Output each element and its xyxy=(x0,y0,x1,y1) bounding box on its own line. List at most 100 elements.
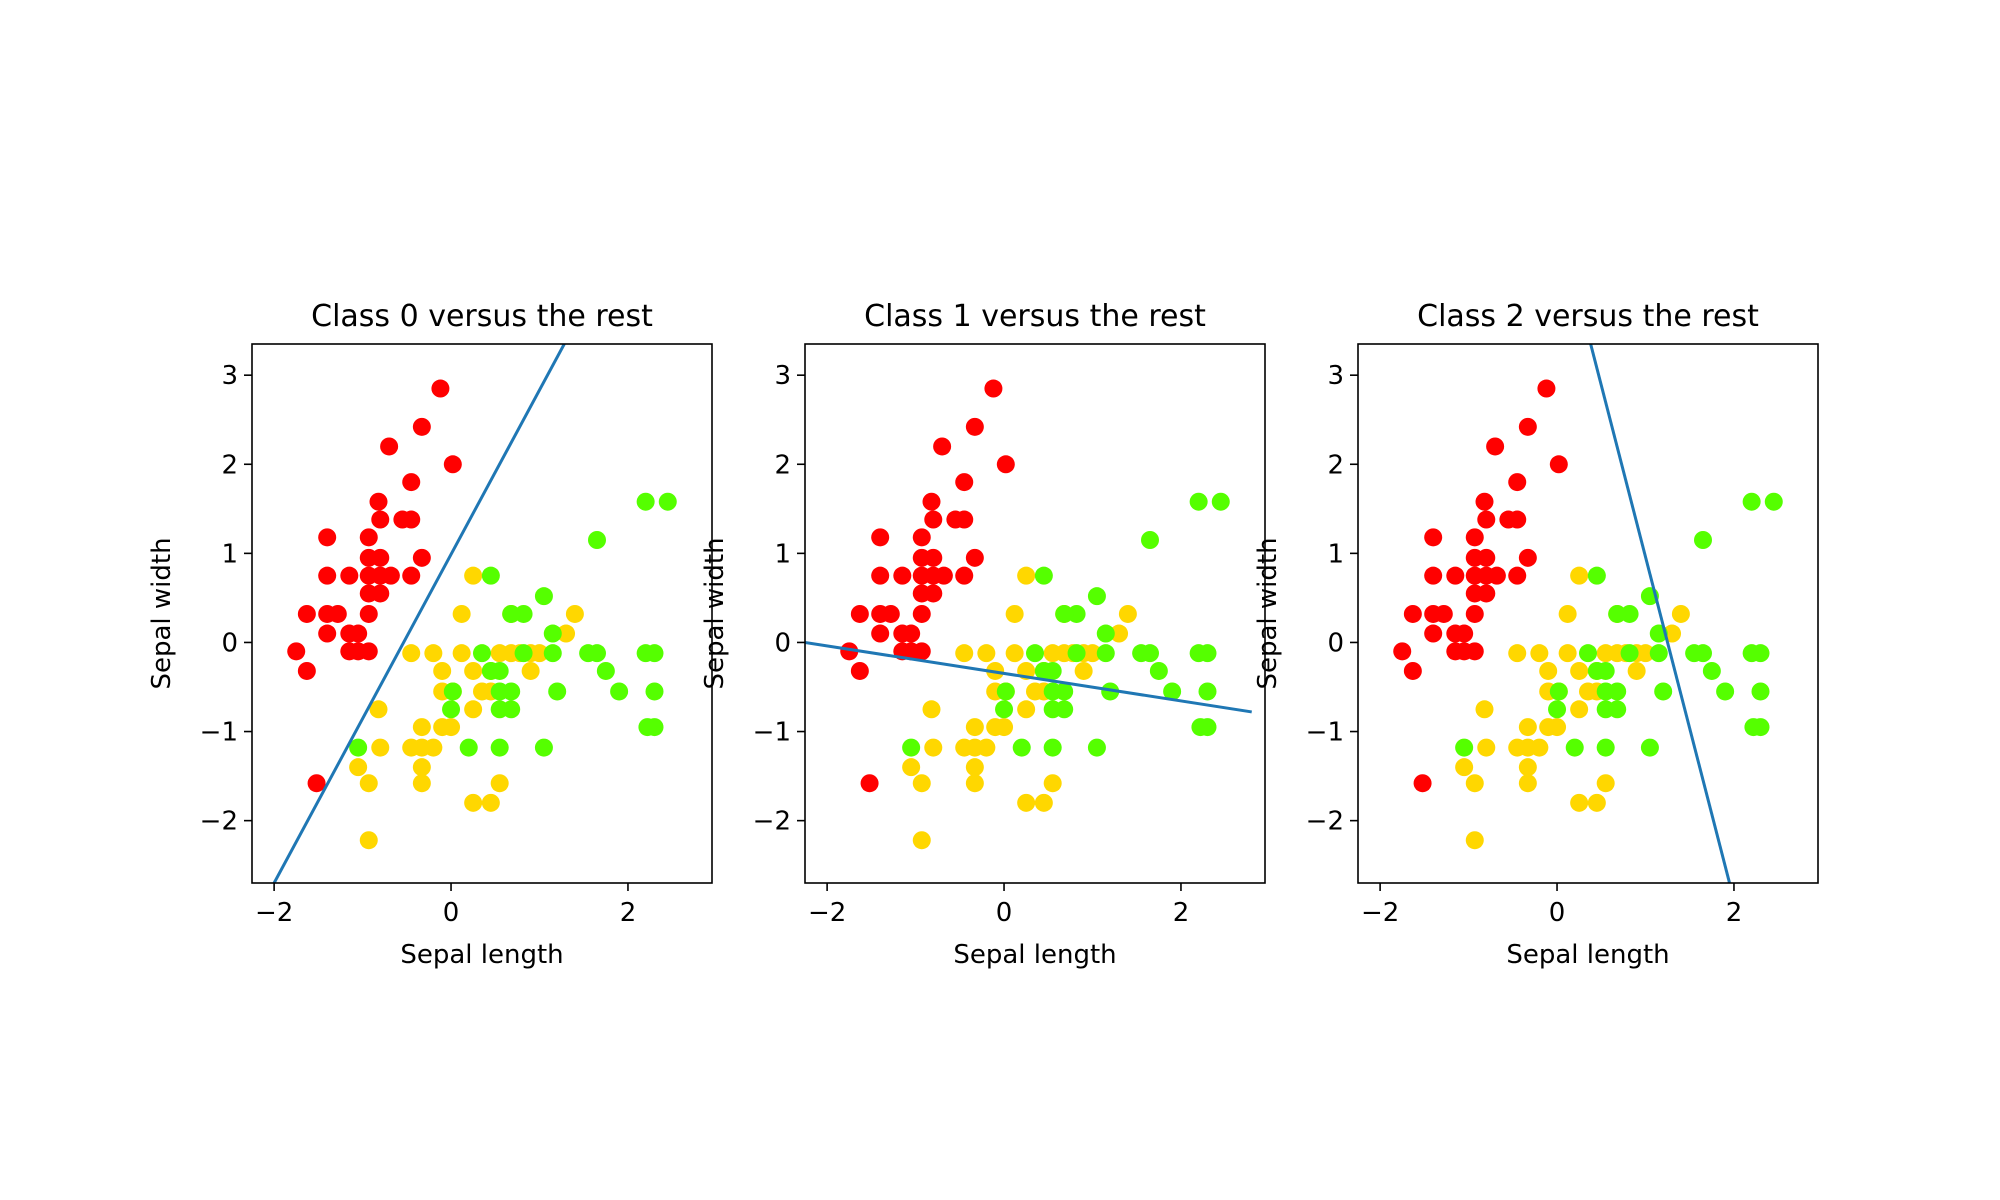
class0-point xyxy=(912,528,931,547)
class2-point xyxy=(1191,718,1210,737)
class2-point xyxy=(1101,682,1120,701)
y-tick-label: 2 xyxy=(1327,450,1344,480)
x-axis-label: Sepal length xyxy=(1506,940,1669,970)
axes-frame xyxy=(804,343,1266,884)
class2-point xyxy=(502,604,521,623)
class0-point xyxy=(1518,417,1537,436)
class0-point xyxy=(955,510,974,529)
subplot-1: −2 0 2 −2 −1 0 1 2 3 Class 1 versus the rest Sepal… xyxy=(700,299,1266,970)
y-axis-label: Sepal width xyxy=(700,537,730,689)
class1-point xyxy=(359,831,378,850)
class0-point xyxy=(902,624,921,643)
class2-point xyxy=(1649,644,1668,663)
class0-point xyxy=(349,624,368,643)
class1-point xyxy=(1508,738,1527,757)
class0-point xyxy=(924,510,943,529)
class1-point xyxy=(452,644,471,663)
class1-point xyxy=(902,758,921,777)
class0-point xyxy=(871,566,890,585)
class1-point xyxy=(490,774,509,793)
class2-point xyxy=(502,700,521,719)
x-tick-label: 2 xyxy=(620,898,637,928)
class2-point xyxy=(596,661,615,680)
class0-point xyxy=(1465,604,1484,623)
class1-point xyxy=(1017,700,1036,719)
class1-point xyxy=(481,793,500,812)
class0-point xyxy=(381,566,400,585)
class1-point xyxy=(349,758,368,777)
class2-point xyxy=(490,738,509,757)
class1-point xyxy=(1570,566,1589,585)
class0-point xyxy=(1477,510,1496,529)
class1-point xyxy=(1587,793,1606,812)
class1-point xyxy=(1017,793,1036,812)
class2-point xyxy=(588,531,606,549)
class0-point xyxy=(340,566,359,585)
class0-point xyxy=(912,642,931,661)
class2-point xyxy=(534,738,553,757)
class0-point xyxy=(371,510,390,529)
class2-point xyxy=(1579,644,1597,663)
class2-point xyxy=(1716,682,1735,701)
class2-point xyxy=(1549,682,1568,701)
x-tick-label: 2 xyxy=(1173,898,1190,928)
y-tick-label: 3 xyxy=(221,361,238,391)
class1-point xyxy=(1636,644,1655,663)
class2-point xyxy=(1608,682,1627,701)
class0-point xyxy=(287,642,306,661)
class1-point xyxy=(1477,738,1496,757)
class0-point xyxy=(984,379,1003,398)
x-tick-label: 2 xyxy=(1726,898,1743,928)
class1-point xyxy=(965,758,984,777)
class1-point xyxy=(1508,644,1527,663)
class2-point xyxy=(1608,700,1627,719)
y-tick-label: 0 xyxy=(221,628,238,658)
class1-point xyxy=(977,644,996,663)
class2-point xyxy=(1620,644,1639,663)
class1-point xyxy=(1518,774,1537,793)
class1-point xyxy=(1043,774,1062,793)
class2-point xyxy=(1096,624,1115,643)
class2-point xyxy=(1034,566,1053,585)
class1-point xyxy=(424,738,443,757)
class2-point xyxy=(1455,738,1474,757)
class2-point xyxy=(1751,682,1770,701)
class0-point xyxy=(1403,661,1422,680)
class0-point xyxy=(1508,510,1527,529)
plot-area xyxy=(805,379,1252,850)
class2-point xyxy=(645,682,664,701)
class0-point xyxy=(1424,528,1443,547)
class2-point xyxy=(638,718,657,737)
class0-point xyxy=(318,528,337,547)
class0-point xyxy=(359,642,378,661)
class2-point xyxy=(473,644,491,663)
class0-point xyxy=(1393,642,1412,661)
class0-point xyxy=(924,584,943,603)
subplot-title: Class 2 versus the rest xyxy=(1417,299,1759,334)
class1-point xyxy=(1570,700,1589,719)
y-tick-label: −2 xyxy=(753,807,791,837)
class1-point xyxy=(1475,700,1494,719)
class0-point xyxy=(924,548,943,567)
class1-point xyxy=(557,624,576,643)
class0-point xyxy=(1477,548,1496,567)
class2-point xyxy=(1548,700,1567,719)
class2-point xyxy=(1067,644,1086,663)
class0-point xyxy=(369,492,388,511)
y-tick-label: 0 xyxy=(774,628,791,658)
class1-point xyxy=(412,774,431,793)
class2-point xyxy=(1198,682,1217,701)
class0-point xyxy=(871,528,890,547)
class0-point xyxy=(922,492,941,511)
class1-point xyxy=(1558,644,1577,663)
class2-point xyxy=(996,682,1015,701)
class2-point xyxy=(1702,661,1721,680)
subplot-title: Class 0 versus the rest xyxy=(311,299,653,334)
axes-frame xyxy=(1357,343,1819,884)
y-tick-label: 3 xyxy=(774,361,791,391)
y-tick-label: −2 xyxy=(200,807,238,837)
x-tick-label: −2 xyxy=(808,898,846,928)
class1-point xyxy=(1074,661,1093,680)
class2-point xyxy=(1742,492,1761,511)
